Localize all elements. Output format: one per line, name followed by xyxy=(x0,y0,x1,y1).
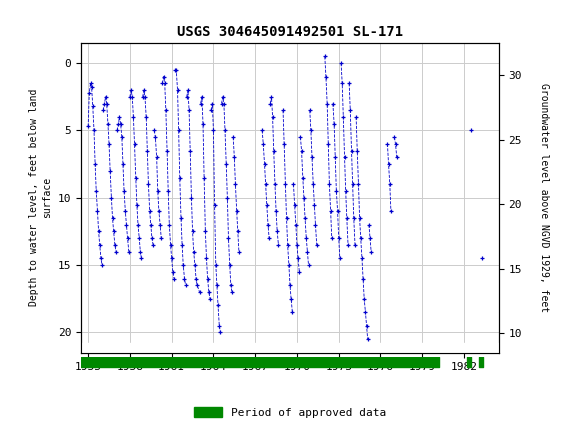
Title: USGS 304645091492501 SL-171: USGS 304645091492501 SL-171 xyxy=(177,25,403,39)
Y-axis label: Depth to water level, feet below land
surface: Depth to water level, feet below land su… xyxy=(29,89,52,307)
Y-axis label: Groundwater level above NGVD 1929, feet: Groundwater level above NGVD 1929, feet xyxy=(539,83,549,312)
Legend: Period of approved data: Period of approved data xyxy=(190,403,390,422)
Bar xyxy=(81,343,499,353)
Text: ≡USGS: ≡USGS xyxy=(9,7,63,25)
